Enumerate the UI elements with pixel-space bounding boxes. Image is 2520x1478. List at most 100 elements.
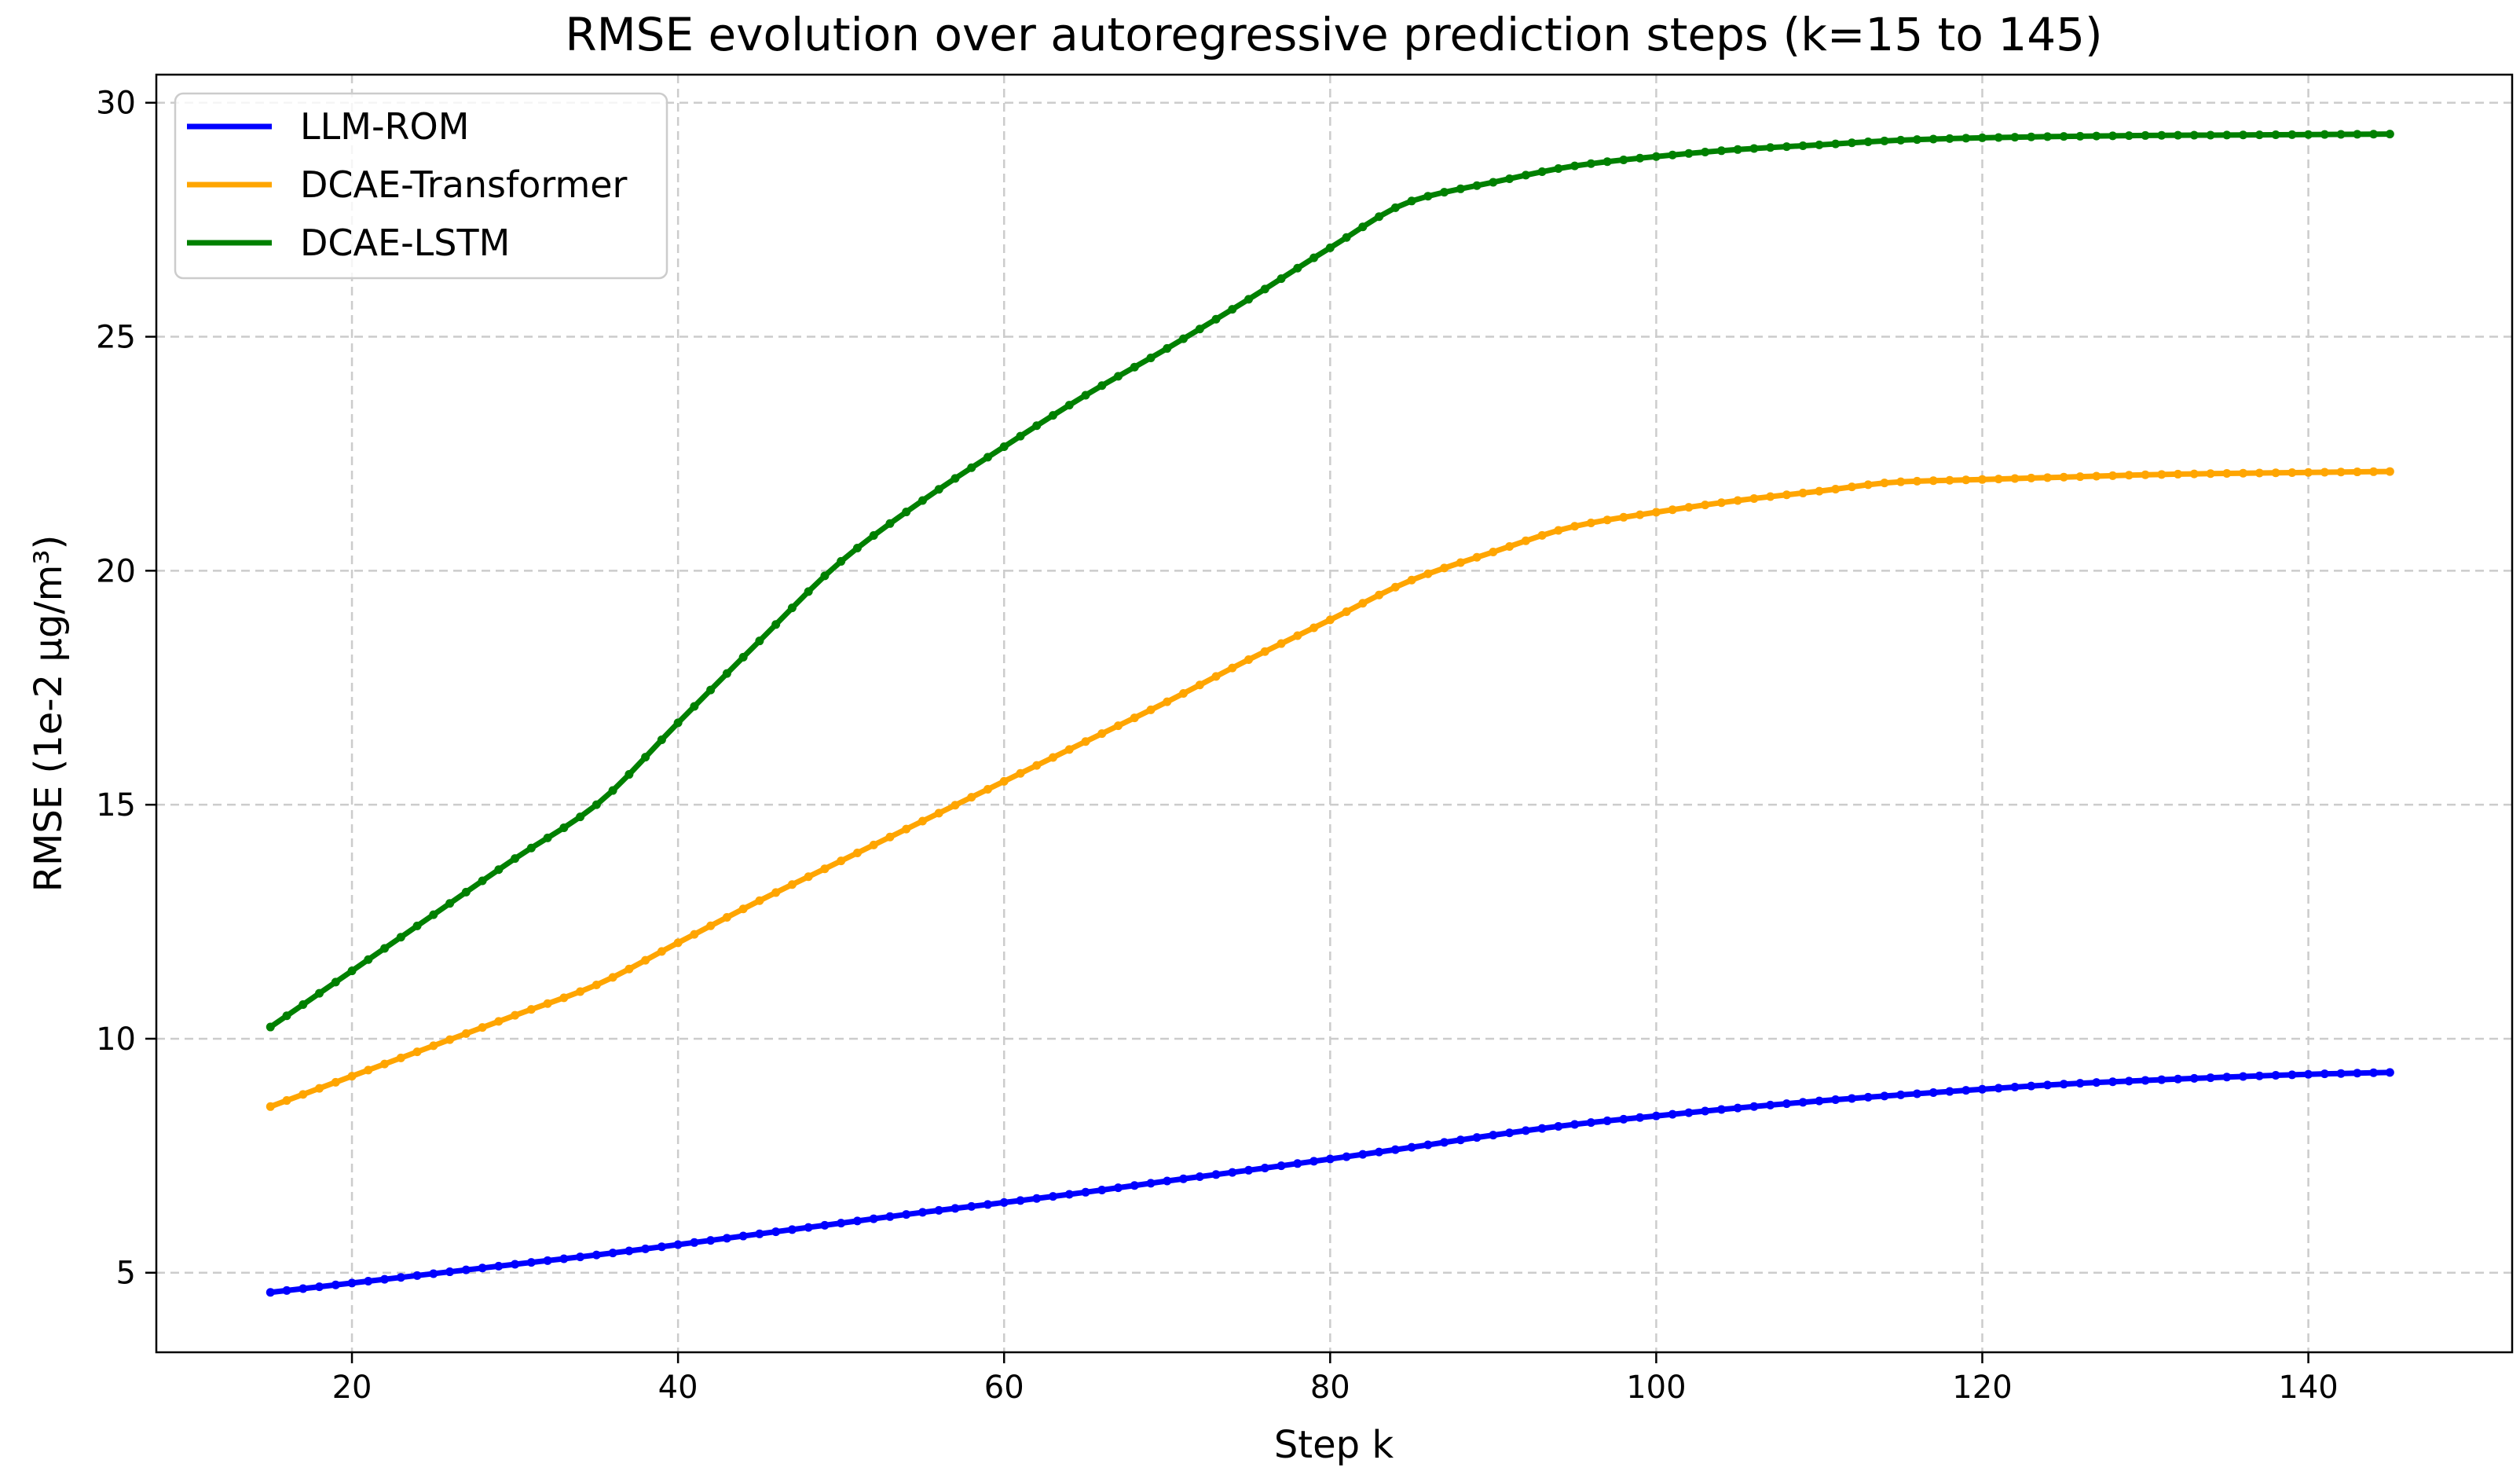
data-point-dcae-transformer [1977,475,1987,484]
data-point-llm-rom [2010,1083,2020,1092]
data-point-llm-rom [266,1288,275,1297]
data-point-dcae-lstm [1994,133,2003,142]
chart-title: RMSE evolution over autoregressive predi… [565,8,2102,61]
data-point-dcae-lstm [1375,212,1384,222]
data-point-dcae-transformer [625,964,634,974]
data-point-llm-rom [2124,1076,2134,1086]
data-point-dcae-transformer [738,904,748,914]
data-point-dcae-lstm [918,496,927,505]
data-point-llm-rom [1619,1114,1628,1124]
data-point-dcae-transformer [364,1065,373,1075]
data-point-dcae-lstm [2336,130,2346,139]
data-point-dcae-transformer [1456,558,1465,567]
data-point-llm-rom [1130,1181,1139,1190]
data-point-llm-rom [2320,1069,2329,1079]
data-point-dcae-lstm [1505,174,1515,183]
data-point-llm-rom [2075,1079,2085,1088]
data-point-dcae-lstm [282,1011,291,1021]
data-point-llm-rom [1945,1087,1954,1096]
data-point-dcae-transformer [1195,680,1204,690]
data-point-dcae-transformer [1782,490,1791,500]
data-point-dcae-transformer [1407,575,1416,585]
data-point-dcae-lstm [1081,391,1090,400]
data-point-dcae-transformer [412,1047,422,1057]
data-point-dcae-transformer [2239,468,2248,478]
data-point-llm-rom [526,1258,536,1267]
data-point-dcae-lstm [967,463,976,472]
legend: LLM-ROM DCAE-Transformer DCAE-LSTM [174,92,668,280]
data-point-dcae-transformer [1163,697,1172,706]
data-point-llm-rom [1815,1096,1824,1106]
data-point-llm-rom [983,1200,992,1209]
x-tick-label: 120 [1952,1370,2012,1406]
data-point-dcae-transformer [1423,569,1433,578]
data-point-llm-rom [1228,1168,1237,1177]
data-point-dcae-transformer [576,987,585,996]
data-point-dcae-lstm [983,453,992,462]
data-point-llm-rom [559,1254,569,1263]
data-point-dcae-lstm [1570,161,1580,171]
data-point-llm-rom [738,1231,748,1241]
data-point-dcae-lstm [1602,157,1612,167]
data-point-dcae-transformer [2043,473,2052,482]
data-point-llm-rom [1749,1102,1759,1111]
data-point-llm-rom [1863,1092,1873,1102]
data-point-dcae-transformer [461,1029,471,1038]
data-point-dcae-transformer [1733,496,1742,505]
y-tick-label: 20 [96,553,136,589]
data-point-dcae-lstm [1358,222,1368,232]
data-point-dcae-transformer [347,1072,357,1081]
data-point-dcae-transformer [852,848,862,857]
data-point-dcae-transformer [1032,761,1042,770]
data-point-dcae-lstm [837,556,846,566]
data-point-dcae-lstm [1554,164,1563,174]
data-point-llm-rom [2189,1073,2199,1083]
data-point-llm-rom [804,1223,813,1232]
data-point-dcae-transformer [429,1041,438,1051]
data-point-llm-rom [364,1276,373,1285]
data-point-dcae-lstm [2254,130,2264,140]
data-point-dcae-transformer [1651,508,1661,517]
data-point-dcae-lstm [1440,188,1449,197]
data-point-dcae-lstm [543,833,552,842]
data-point-llm-rom [315,1282,324,1292]
data-point-llm-rom [869,1214,878,1223]
data-point-dcae-lstm [1195,325,1204,334]
data-point-llm-rom [1928,1087,1938,1097]
data-point-dcae-transformer [837,856,846,866]
data-point-llm-rom [2043,1080,2052,1090]
data-point-dcae-lstm [299,999,308,1009]
data-point-dcae-lstm [885,519,895,528]
data-point-dcae-lstm [2287,130,2297,139]
data-point-dcae-transformer [1472,552,1482,562]
data-point-dcae-transformer [1097,729,1107,739]
data-point-dcae-transformer [299,1090,308,1099]
data-point-llm-rom [690,1238,699,1247]
data-point-dcae-transformer [1847,482,1856,492]
data-point-dcae-transformer [1309,623,1319,633]
data-point-dcae-transformer [950,801,960,810]
data-point-llm-rom [494,1261,504,1271]
data-point-llm-rom [1293,1159,1302,1168]
data-point-llm-rom [1961,1086,1971,1095]
data-point-dcae-transformer [918,816,927,826]
data-point-llm-rom [461,1265,471,1274]
data-point-llm-rom [2027,1081,2036,1091]
data-point-llm-rom [1977,1084,1987,1094]
data-point-dcae-transformer [1945,475,1954,485]
data-point-dcae-transformer [2092,471,2101,481]
data-point-dcae-lstm [2010,133,2020,142]
data-point-dcae-transformer [722,912,731,922]
data-point-llm-rom [755,1229,764,1238]
data-point-dcae-transformer [983,784,992,794]
data-point-dcae-lstm [1489,178,1498,187]
data-point-llm-rom [1325,1154,1335,1164]
data-point-llm-rom [885,1212,895,1221]
data-point-dcae-lstm [1798,141,1808,150]
data-point-llm-rom [1602,1116,1612,1125]
data-point-llm-rom [1114,1183,1123,1193]
data-point-dcae-transformer [1766,492,1775,501]
data-point-dcae-transformer [673,938,683,948]
data-point-llm-rom [429,1269,438,1278]
data-point-dcae-transformer [2189,469,2199,479]
